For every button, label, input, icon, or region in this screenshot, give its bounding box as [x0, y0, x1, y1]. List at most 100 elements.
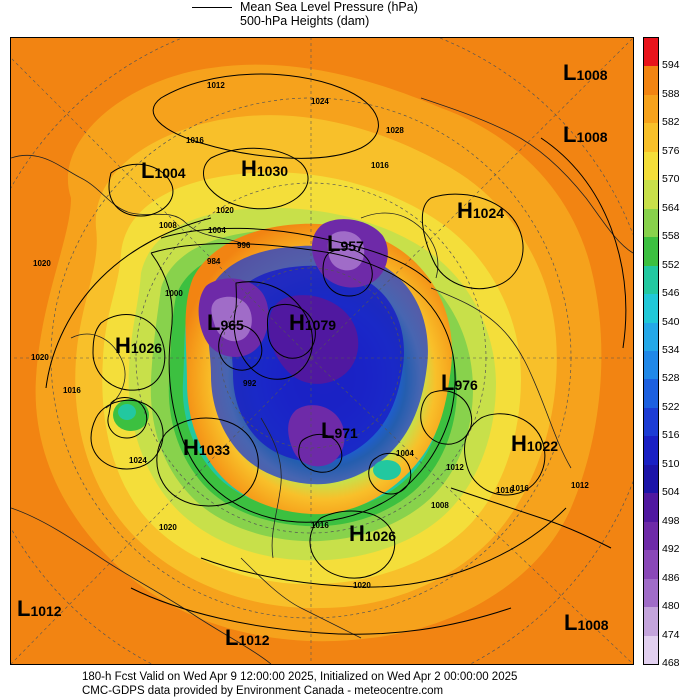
isobar-label: 1012 [446, 463, 464, 472]
pressure-center-low: L1008 [563, 60, 608, 85]
pressure-center-low: L1008 [563, 122, 608, 147]
colorbar-swatch [644, 464, 658, 494]
colorbar-swatch [644, 607, 658, 637]
isobar-label: 1016 [496, 486, 514, 495]
colorbar-swatch [644, 635, 658, 665]
chart-header: Mean Sea Level Pressure (hPa) 500-hPa He… [0, 0, 680, 34]
isobar-label: 1016 [511, 484, 529, 493]
colorbar-level-label: 492 [662, 543, 680, 556]
isobar-label: 1016 [63, 386, 81, 395]
colorbar-level-label: 528 [662, 372, 680, 385]
pressure-center-low: L971 [321, 418, 358, 443]
colorbar-level-label: 564 [662, 201, 680, 214]
colorbar-level-label: 522 [662, 400, 680, 413]
colorbar-swatch [644, 322, 658, 352]
colorbar-swatch [644, 493, 658, 523]
colorbar-level-label: 534 [662, 344, 680, 356]
height-zone-492-south [288, 405, 345, 467]
colorbar-swatch [644, 550, 658, 580]
colorbar-swatch [644, 578, 658, 608]
isobar-label: 1020 [159, 523, 177, 532]
pressure-center-high: H1024 [457, 198, 505, 223]
colorbar-swatch [644, 265, 658, 295]
pressure-center-low: L1004 [141, 158, 186, 183]
coastlines [11, 97, 633, 664]
colorbar-level-label: 474 [662, 628, 680, 641]
pressure-center-low: L1008 [564, 610, 609, 635]
isobar-label: 1020 [353, 581, 371, 590]
colorbar-level-label: 468 [662, 657, 680, 669]
colorbar-level-label: 582 [662, 116, 680, 129]
isobar-label: 992 [243, 379, 257, 388]
isobar-label: 1004 [208, 226, 226, 235]
isobar-label: 996 [237, 241, 251, 250]
height-zone-546-blob [373, 460, 401, 480]
legend-title-heights: 500-hPa Heights (dam) [240, 14, 370, 28]
legend-line-sample [192, 7, 232, 8]
pressure-center-low: L1012 [17, 596, 62, 621]
colorbar-level-label: 594 [662, 59, 680, 72]
height-zone-480-north [327, 231, 365, 271]
data-credit-text: CMC-GDPS data provided by Environment Ca… [82, 685, 444, 697]
forecast-valid-text: 180-h Fcst Valid on Wed Apr 9 12:00:00 2… [82, 671, 518, 683]
isobar-label: 1004 [396, 449, 414, 458]
isobar-label: 1016 [186, 136, 204, 145]
colorbar-swatch [644, 94, 658, 124]
colorbar-swatch [644, 38, 658, 67]
isobar-label: 984 [207, 257, 221, 266]
colorbar-level-label: 486 [662, 571, 680, 584]
colorbar-level-label: 480 [662, 600, 680, 613]
isobar-label: 1024 [311, 97, 329, 106]
isobar-label: 1008 [431, 501, 449, 510]
colorbar-level-label: 546 [662, 287, 680, 300]
isobar-label: 1016 [311, 521, 329, 530]
colorbar-swatch [644, 208, 658, 238]
isobars [45, 73, 627, 635]
colorbar-level-label: 498 [662, 514, 680, 527]
colorbar-swatch [644, 123, 658, 153]
colorbar-level-label: 576 [662, 144, 680, 157]
pressure-center-high: H1026 [115, 333, 163, 358]
pressure-center-high: H1026 [349, 521, 397, 546]
colorbar-swatch [644, 407, 658, 437]
colorbar-level-label: 510 [662, 457, 680, 470]
colorbar-level-label: 588 [662, 87, 680, 100]
colorbar-level-label: 552 [662, 258, 680, 271]
colorbar-swatch [644, 521, 658, 551]
isobar-label: 1000 [165, 289, 183, 298]
pressure-center-low: L965 [207, 310, 244, 335]
isobar-label: 1020 [31, 353, 49, 362]
isobar-label: 1012 [571, 481, 589, 490]
colorbar-level-label: 558 [662, 230, 680, 243]
chart-footer: 180-h Fcst Valid on Wed Apr 9 12:00:00 2… [0, 670, 680, 700]
pressure-center-high: H1030 [241, 156, 289, 181]
pressure-center-low: L1012 [225, 625, 270, 650]
height-zone-498-pole [268, 295, 359, 384]
height-zone-546-blob-2 [118, 404, 136, 420]
height-colorbar [643, 37, 659, 665]
legend-title-mslp: Mean Sea Level Pressure (hPa) [240, 0, 418, 14]
pressure-center-low: L976 [441, 370, 478, 395]
isobar-labels: 1012 1016 1024 1028 1016 1020 1004 1008 … [31, 81, 589, 590]
colorbar-swatch [644, 351, 658, 380]
isobar-label: 1028 [386, 126, 404, 135]
weather-map: 1012 1016 1024 1028 1016 1020 1004 1008 … [10, 37, 634, 665]
pressure-center-low: L957 [327, 231, 364, 256]
colorbar-swatch [644, 436, 658, 466]
map-canvas: 1012 1016 1024 1028 1016 1020 1004 1008 … [11, 38, 633, 664]
height-zone-480-west [211, 296, 252, 342]
colorbar-swatch [644, 66, 658, 96]
colorbar-level-label: 504 [662, 486, 680, 499]
colorbar-level-label: 540 [662, 315, 680, 328]
colorbar-level-label: 516 [662, 429, 680, 442]
isobar-label: 1008 [159, 221, 177, 230]
colorbar-level-label: 570 [662, 173, 680, 186]
pressure-center-high: H1022 [511, 431, 559, 456]
colorbar-swatch [644, 294, 658, 324]
colorbar-swatch [644, 180, 658, 210]
isobar-label: 1012 [207, 81, 225, 90]
pressure-center-high: H1079 [289, 310, 337, 335]
isobar-label: 1020 [216, 206, 234, 215]
colorbar-swatch [644, 237, 658, 267]
isobar-label: 1016 [371, 161, 389, 170]
